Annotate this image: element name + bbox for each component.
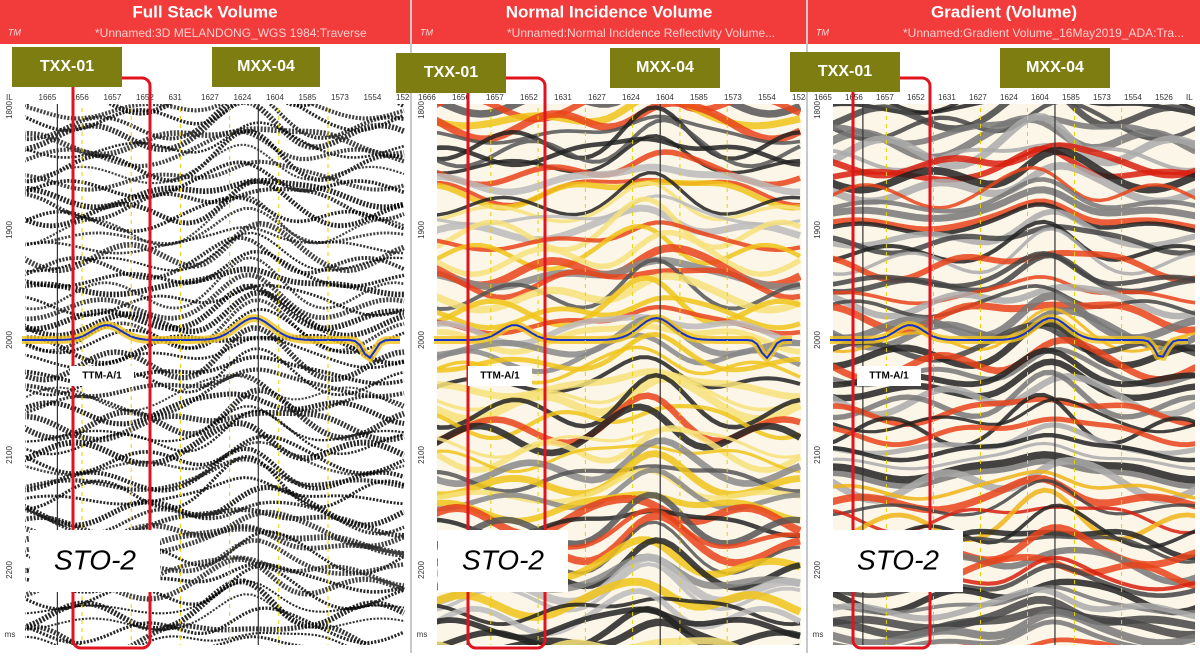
tab-title: *Unnamed:3D MELANDONG_WGS 1984:Traverse	[95, 26, 367, 40]
panel: Gradient (Volume) TM *Unnamed:Gradient Vol…	[790, 0, 1200, 653]
inline-label: 1652	[136, 93, 154, 102]
inline-label: 1573	[331, 93, 349, 102]
inline-label: 1604	[266, 93, 284, 102]
well-label: MXX-04	[636, 59, 694, 76]
inline-label: 1585	[299, 93, 317, 102]
depth-label: 2000	[417, 331, 426, 349]
horizon-label: TTM-A/1	[82, 371, 122, 382]
depth-label: 1800	[813, 101, 822, 119]
well-label: TXX-01	[424, 64, 478, 81]
tab-title: *Unnamed:Normal Incidence Reflectivity V…	[507, 26, 775, 40]
zone-label: STO-2	[857, 544, 939, 575]
depth-label: 2100	[417, 446, 426, 464]
inline-label: 1652	[520, 93, 538, 102]
depth-label: 2200	[813, 561, 822, 579]
panel: Normal Incidence Volume TM *Unnamed:Normal…	[396, 0, 810, 653]
inline-label: 1554	[758, 93, 776, 102]
tab-title: *Unnamed:Gradient Volume_16May2019_ADA:T…	[903, 26, 1184, 40]
depth-label: 1800	[417, 101, 426, 119]
depth-label: 2100	[5, 446, 14, 464]
inline-label: 1657	[486, 93, 504, 102]
figure: Full Stack Volume TM *Unnamed:3D MELANDONG…	[0, 0, 1200, 653]
inline-label: 1573	[1093, 93, 1111, 102]
inline-label: 1631	[938, 93, 956, 102]
inline-label: IL	[6, 93, 13, 102]
depth-label: 1900	[813, 221, 822, 239]
panel-divider	[806, 0, 808, 653]
inline-label: 1624	[622, 93, 640, 102]
inline-label: 1657	[876, 93, 894, 102]
inline-label: IL	[1186, 93, 1193, 102]
panel: Full Stack Volume TM *Unnamed:3D MELANDONG…	[0, 0, 414, 653]
inline-label: 1665	[39, 93, 57, 102]
tab-icon: TM	[420, 27, 433, 37]
depth-label: ms	[5, 630, 16, 639]
panel-title: Normal Incidence Volume	[506, 2, 713, 21]
inline-label: 1554	[1124, 93, 1142, 102]
zone-label: STO-2	[462, 544, 544, 575]
depth-label: ms	[813, 630, 824, 639]
inline-label: 1627	[969, 93, 987, 102]
inline-label: 1604	[1031, 93, 1049, 102]
inline-label: 1604	[656, 93, 674, 102]
inline-strip	[412, 92, 806, 104]
inline-label: 1624	[234, 93, 252, 102]
panel-title: Gradient (Volume)	[931, 2, 1077, 21]
well-label: TXX-01	[40, 58, 94, 75]
tab-icon: TM	[8, 27, 21, 37]
depth-label: 2100	[813, 446, 822, 464]
horizon-label: TTM-A/1	[480, 371, 520, 382]
inline-label: 1657	[104, 93, 122, 102]
inline-label: 1573	[724, 93, 742, 102]
inline-label: 1585	[1062, 93, 1080, 102]
depth-label: ms	[417, 630, 428, 639]
inline-label: 1554	[364, 93, 382, 102]
depth-label: 2000	[813, 331, 822, 349]
inline-label: 1652	[907, 93, 925, 102]
zone-label: STO-2	[54, 544, 136, 575]
panel-title: Full Stack Volume	[132, 2, 277, 21]
depth-label: 2200	[417, 561, 426, 579]
inline-label: 631	[169, 93, 183, 102]
depth-label: 1800	[5, 101, 14, 119]
inline-label: 1526	[1155, 93, 1173, 102]
depth-label: 2000	[5, 331, 14, 349]
inline-label: 1585	[690, 93, 708, 102]
well-label: MXX-04	[237, 58, 295, 75]
inline-label: 1631	[554, 93, 572, 102]
depth-label: 1900	[5, 221, 14, 239]
inline-label: 1627	[201, 93, 219, 102]
depth-label: 1900	[417, 221, 426, 239]
horizon-label: TTM-A/1	[869, 371, 909, 382]
well-label: TXX-01	[818, 63, 872, 80]
inline-label: 1666	[418, 93, 436, 102]
well-label: MXX-04	[1026, 59, 1084, 76]
depth-label: 2200	[5, 561, 14, 579]
inline-label: 1665	[814, 93, 832, 102]
tab-icon: TM	[816, 27, 829, 37]
panel-divider	[410, 0, 412, 653]
inline-label: 1627	[588, 93, 606, 102]
inline-label: 1624	[1000, 93, 1018, 102]
